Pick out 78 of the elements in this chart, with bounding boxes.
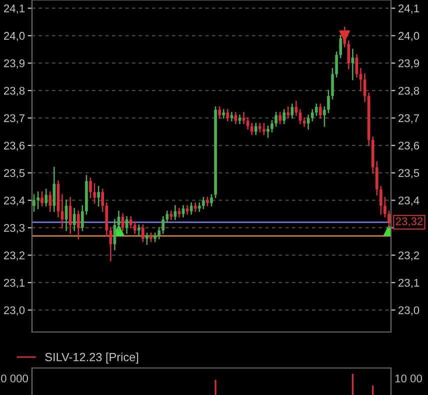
candlestick bbox=[270, 120, 274, 132]
candlestick bbox=[347, 40, 350, 70]
candlestick bbox=[170, 210, 173, 220]
y-tick-label: 23,8 bbox=[4, 86, 25, 96]
candlestick bbox=[32, 194, 36, 212]
candlestick bbox=[335, 52, 338, 78]
annotation: 23,32 bbox=[396, 217, 423, 227]
candlestick bbox=[266, 126, 270, 138]
y2-tick-label: 23,4 bbox=[398, 196, 420, 206]
text: 10 00 bbox=[395, 374, 422, 382]
candlestick bbox=[254, 122, 258, 136]
candlestick bbox=[162, 216, 165, 234]
candlestick bbox=[339, 35, 342, 58]
y2-tick-label: 23,1 bbox=[398, 278, 420, 288]
candlestick bbox=[44, 188, 48, 206]
y-tick-label: 23,6 bbox=[4, 142, 25, 151]
y2-tick-label: 23,7 bbox=[398, 114, 420, 124]
y-tick-label: 23,2 bbox=[4, 251, 24, 261]
candlestick bbox=[218, 106, 221, 119]
candlestick bbox=[319, 104, 322, 119]
candlestick bbox=[142, 224, 144, 242]
y-tick-label: 23,4 bbox=[4, 196, 25, 206]
candlestick bbox=[262, 122, 266, 136]
candlestick bbox=[109, 227, 112, 262]
y-tick-label: 23,0 bbox=[4, 306, 25, 316]
y2-tick-label: 24,1 bbox=[398, 4, 420, 14]
candlestick bbox=[331, 68, 334, 100]
candlestick bbox=[327, 90, 330, 114]
y-tick-label: 23,3 bbox=[4, 224, 25, 234]
y2-tick-label: 23,0 bbox=[398, 306, 420, 316]
candlestick bbox=[194, 202, 197, 212]
candlestick bbox=[101, 188, 104, 212]
candlestick bbox=[36, 191, 40, 210]
y2-tick-label: 23,6 bbox=[398, 142, 420, 151]
candlestick bbox=[158, 227, 160, 240]
candlestick bbox=[302, 117, 306, 127]
candlestick bbox=[146, 232, 148, 245]
candlestick bbox=[388, 210, 390, 228]
y2-tick-label: 23,8 bbox=[398, 86, 420, 96]
candlestick bbox=[323, 106, 326, 127]
candlestick bbox=[40, 191, 44, 206]
candlestick bbox=[226, 109, 230, 122]
candlestick bbox=[97, 186, 100, 206]
y2-tick-label: 23,2 bbox=[398, 251, 420, 261]
y-tick-label: 23,5 bbox=[4, 169, 25, 178]
candlestick bbox=[93, 183, 96, 204]
candlestick bbox=[133, 222, 136, 234]
y2-tick-label: 23,9 bbox=[398, 59, 420, 69]
candlestick bbox=[278, 112, 282, 124]
candlestick bbox=[384, 196, 386, 218]
candlestick bbox=[286, 106, 290, 119]
legend-label: SILV-12.23 [Price] bbox=[45, 352, 138, 364]
candlestick bbox=[230, 112, 234, 122]
candlestick bbox=[375, 161, 378, 196]
y-tick-label: 24,0 bbox=[4, 32, 25, 42]
candlestick bbox=[202, 196, 205, 210]
candlestick bbox=[89, 178, 92, 198]
y-tick-label: 23,1 bbox=[4, 278, 25, 288]
candlestick bbox=[380, 186, 382, 215]
candlestick bbox=[210, 194, 213, 206]
candlestick bbox=[76, 210, 80, 240]
candlestick bbox=[314, 104, 318, 116]
candlestick bbox=[48, 191, 52, 212]
candlestick bbox=[81, 205, 84, 232]
y-tick-label: 23,9 bbox=[4, 59, 25, 69]
text: 0 000 bbox=[1, 374, 28, 382]
y-tick-label: 24,1 bbox=[4, 4, 25, 14]
candlestick bbox=[166, 210, 169, 223]
candlestick bbox=[137, 224, 140, 237]
y2-tick-label: 24,0 bbox=[398, 32, 420, 42]
candlestick bbox=[274, 112, 278, 127]
candlestick bbox=[186, 205, 189, 215]
y-tick-label: 23,7 bbox=[4, 114, 24, 124]
candlestick bbox=[343, 26, 346, 48]
candlestick bbox=[282, 109, 286, 124]
y2-tick-label: 23,5 bbox=[398, 169, 420, 178]
candlestick bbox=[72, 208, 76, 232]
candlestick bbox=[310, 109, 314, 122]
